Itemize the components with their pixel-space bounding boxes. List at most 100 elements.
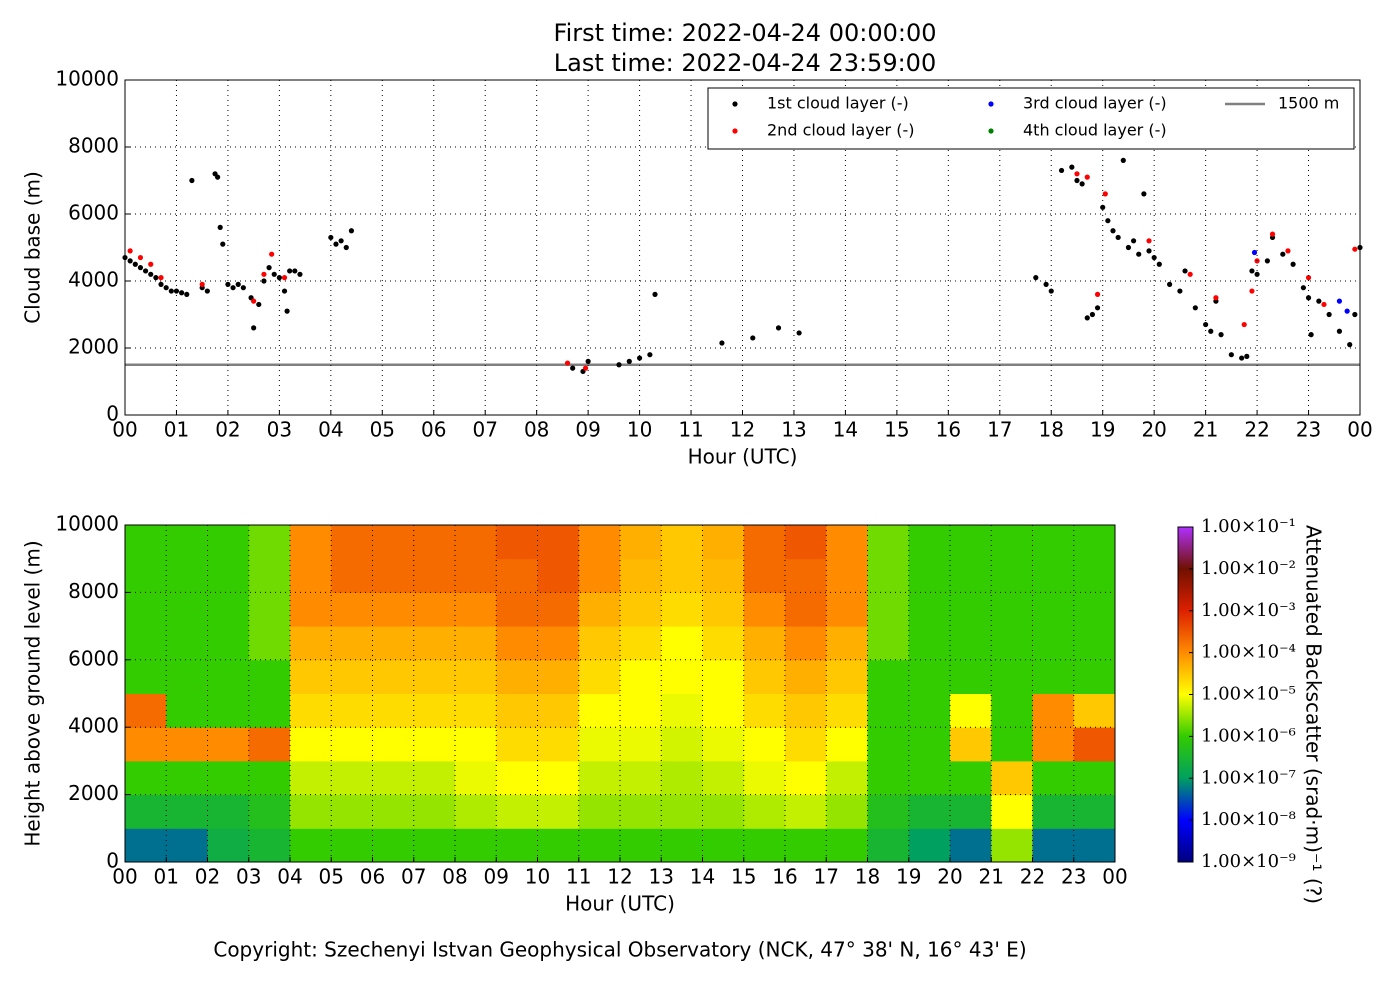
backscatter-cell — [537, 760, 580, 796]
x-tick-label: 16 — [772, 865, 797, 889]
cloud-point — [1269, 231, 1276, 237]
backscatter-cell — [950, 592, 992, 627]
backscatter-cell — [991, 760, 1033, 796]
legend-label: 2nd cloud layer (-) — [767, 121, 914, 140]
backscatter-cell — [1073, 558, 1116, 593]
backscatter-cell — [207, 525, 250, 560]
x-tick-label: 03 — [236, 865, 261, 889]
x-tick-label: 14 — [833, 418, 858, 442]
backscatter-cell — [991, 525, 1033, 560]
backscatter-cell — [248, 659, 291, 694]
cloud-point — [1069, 164, 1075, 170]
backscatter-cell — [1032, 558, 1075, 593]
cloud-point — [1100, 204, 1106, 210]
backscatter-cell — [826, 794, 868, 829]
backscatter-cell — [537, 558, 580, 593]
cloud-point — [163, 285, 169, 291]
x-axis-label: Hour (UTC) — [565, 892, 675, 916]
cloud-point — [261, 271, 267, 277]
backscatter-cell — [743, 659, 786, 694]
cloud-point — [1146, 248, 1152, 254]
backscatter-cell — [537, 525, 580, 560]
cloud-point — [137, 265, 144, 271]
backscatter-cell — [950, 659, 992, 694]
backscatter-cell — [867, 592, 910, 627]
y-tick-label: 4000 — [68, 714, 119, 738]
colorbar-tick-label: 1.00×10⁻³ — [1201, 600, 1296, 621]
backscatter-cell — [908, 727, 951, 762]
backscatter-cell — [991, 727, 1033, 762]
backscatter-cell — [1073, 659, 1116, 694]
backscatter-cell — [1032, 659, 1075, 694]
backscatter-cell — [991, 693, 1033, 728]
backscatter-cell — [908, 626, 951, 661]
cloud-point — [148, 261, 154, 267]
cloud-point — [127, 248, 133, 254]
cloud-point — [1167, 281, 1173, 287]
backscatter-cell — [537, 693, 580, 728]
backscatter-cell — [867, 626, 910, 661]
cloud-point — [1105, 218, 1111, 224]
backscatter-cell — [207, 693, 250, 728]
backscatter-cell — [125, 592, 167, 627]
cloud-point — [348, 228, 355, 234]
backscatter-cell — [785, 828, 827, 863]
backscatter-cell — [908, 794, 951, 829]
backscatter-cell — [290, 760, 332, 796]
backscatter-cell — [578, 693, 621, 728]
cloud-point — [1239, 355, 1245, 361]
backscatter-cell — [125, 794, 167, 829]
backscatter-cell — [125, 727, 167, 762]
cloud-point — [137, 254, 144, 261]
legend-label: 3rd cloud layer (-) — [1023, 94, 1167, 113]
backscatter-cell — [950, 727, 992, 762]
y-tick-label: 0 — [106, 849, 119, 873]
cloud-point — [750, 335, 756, 341]
backscatter-cell — [455, 626, 497, 661]
cloud-point — [1352, 311, 1358, 318]
x-tick-label: 02 — [195, 865, 220, 889]
x-tick-label: 00 — [112, 865, 137, 889]
backscatter-cell — [702, 626, 745, 661]
cloud-point — [796, 330, 802, 336]
backscatter-cell — [1032, 727, 1075, 762]
cloud-point — [1264, 258, 1270, 264]
backscatter-cell — [702, 828, 745, 863]
backscatter-cell — [537, 828, 580, 863]
backscatter-cell — [578, 659, 621, 694]
cloud-point — [292, 268, 298, 274]
cloud-point — [1084, 315, 1090, 321]
backscatter-cell — [826, 659, 868, 694]
cloud-point — [1074, 177, 1080, 184]
cloud-point — [276, 275, 282, 281]
backscatter-cell — [620, 626, 662, 661]
cloud-point — [719, 340, 725, 346]
cloud-point — [1316, 298, 1322, 304]
cloud-point — [269, 251, 275, 257]
backscatter-cell — [950, 558, 992, 593]
backscatter-cell — [455, 828, 497, 863]
backscatter-cell — [455, 659, 497, 694]
x-tick-label: 09 — [575, 418, 600, 442]
backscatter-cell — [1032, 693, 1075, 728]
backscatter-cell — [867, 659, 910, 694]
cloud-point — [266, 265, 272, 271]
x-tick-label: 06 — [360, 865, 385, 889]
cloud-point — [1192, 305, 1198, 311]
backscatter-cell — [702, 794, 745, 829]
cloud-point — [1203, 321, 1209, 328]
legend-label: 1st cloud layer (-) — [767, 94, 909, 113]
backscatter-cell — [248, 828, 291, 863]
backscatter-cell — [248, 794, 291, 829]
x-tick-label: 07 — [401, 865, 426, 889]
cloud-point — [1141, 191, 1147, 197]
cloud-point — [240, 285, 246, 291]
backscatter-cell — [661, 592, 703, 627]
colorbar-tick-label: 1.00×10⁻⁸ — [1201, 809, 1296, 830]
backscatter-cell — [743, 760, 786, 796]
backscatter-cell — [908, 558, 951, 593]
backscatter-cell — [785, 659, 827, 694]
x-tick-label: 04 — [277, 865, 302, 889]
backscatter-cell — [290, 727, 332, 762]
